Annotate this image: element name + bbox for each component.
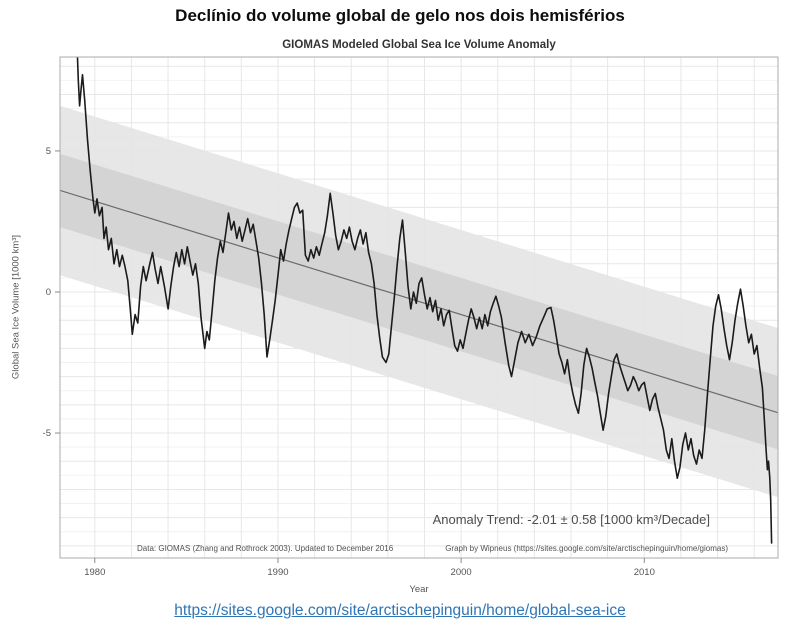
x-tick-label: 2000 [451,567,472,578]
plot-area [60,57,778,558]
y-tick-label: -5 [43,428,51,439]
x-axis-label: Year [409,584,429,595]
anomaly-line [76,57,773,544]
y-tick-label: 5 [46,146,51,157]
trend-line [60,189,778,414]
x-tick-label: 2010 [634,567,655,578]
x-tick-label: 1990 [267,567,288,578]
plot-frame [59,56,779,559]
data-source-note: Data: GIOMAS (Zhang and Rothrock 2003). … [137,544,394,553]
y-tick-label: 0 [46,287,51,298]
graph-credit-note: Graph by Wipneus (https://sites.google.c… [445,544,728,553]
x-tick-label: 1980 [84,567,105,578]
chart-title: GIOMAS Modeled Global Sea Ice Volume Ano… [282,39,556,51]
trend-annotation: Anomaly Trend: -2.01 ± 0.58 [1000 km³/De… [432,512,710,527]
source-link-row: https://sites.google.com/site/arctischep… [0,602,800,620]
y-axis-label: Global Sea Ice Volume [1000 km³] [10,234,22,380]
source-link[interactable]: https://sites.google.com/site/arctischep… [174,602,626,619]
page-title: Declínio do volume global de gelo nos do… [175,6,625,25]
